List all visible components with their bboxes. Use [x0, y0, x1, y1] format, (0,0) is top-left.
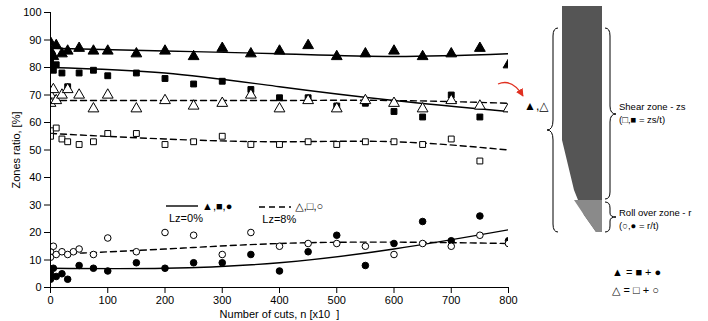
svg-text:300: 300: [213, 294, 231, 306]
svg-text:100: 100: [23, 6, 41, 18]
svg-text:90: 90: [29, 34, 41, 46]
svg-text:700: 700: [442, 294, 460, 306]
svg-text:60: 60: [29, 116, 41, 128]
svg-text:800: 800: [499, 294, 517, 306]
svg-text:Zones ratio, [%]: Zones ratio, [%]: [10, 111, 22, 188]
svg-text:70: 70: [29, 89, 41, 101]
svg-text:600: 600: [385, 294, 403, 306]
svg-text:(○,● = r/t): (○,● = r/t): [619, 220, 659, 231]
html-text:Lz=8%: Lz=8%: [262, 213, 297, 225]
svg-text:Shear zone - zs: Shear zone - zs: [619, 101, 686, 112]
svg-text:△ = □ + ○: △ = □ + ○: [612, 284, 659, 296]
svg-text:200: 200: [156, 294, 174, 306]
svg-text:0: 0: [35, 281, 41, 293]
svg-text:10: 10: [29, 254, 41, 266]
svg-text:40: 40: [29, 171, 41, 183]
svg-text:50: 50: [29, 144, 41, 156]
svg-text:400: 400: [270, 294, 288, 306]
svg-text:(□,■ = zs/t): (□,■ = zs/t): [619, 114, 665, 125]
svg-text:20: 20: [29, 226, 41, 238]
svg-text:Roll over zone - r: Roll over zone - r: [619, 207, 691, 218]
svg-text:100: 100: [99, 294, 117, 306]
svg-text:▲,△: ▲,△: [524, 99, 549, 113]
svg-text:▲ = ■ + ●: ▲ = ■ + ●: [612, 266, 661, 278]
svg-text:500: 500: [328, 294, 346, 306]
svg-text:Number of cuts, n [x10 ]: Number of cuts, n [x10 ]: [220, 308, 340, 320]
svg-text:0: 0: [47, 294, 53, 306]
svg-text:80: 80: [29, 61, 41, 73]
html-text:Lz=0%: Lz=0%: [169, 212, 203, 224]
svg-text:30: 30: [29, 199, 41, 211]
